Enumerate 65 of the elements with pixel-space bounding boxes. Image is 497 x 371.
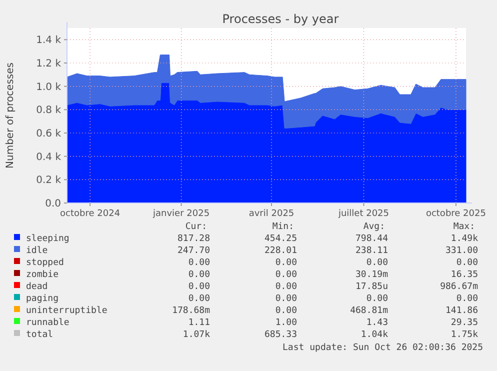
text: 247.70 xyxy=(177,246,210,256)
x-tick-label: juillet 2025 xyxy=(337,209,390,219)
text: 0.00 xyxy=(275,294,297,304)
text: 0.00 xyxy=(456,294,478,304)
legend-label: idle xyxy=(26,246,48,256)
text: 30.19m xyxy=(355,270,388,280)
y-tick-label: 0.2 k xyxy=(36,175,62,186)
legend-label: uninterruptible xyxy=(26,306,108,316)
legend-label: stopped xyxy=(26,258,64,268)
text: Min: xyxy=(272,222,294,232)
y-tick-label: 0.0 xyxy=(45,198,61,210)
legend-label: zombie xyxy=(26,270,59,280)
legend-label: dead xyxy=(26,282,48,292)
text: Max: xyxy=(453,222,475,232)
x-tick-label: janvier 2025 xyxy=(152,209,210,219)
y-tick-label: 0.6 k xyxy=(36,128,62,140)
y-tick-label: 1.2 k xyxy=(36,58,62,70)
x-tick-label: avril 2025 xyxy=(248,209,294,219)
text: 0.00 xyxy=(188,270,210,280)
y-tick-label: 0.8 k xyxy=(36,105,62,116)
y-axis-title: Number of processes xyxy=(5,62,16,168)
text: Cur: xyxy=(185,222,207,232)
text: 331.00 xyxy=(445,246,478,256)
text: 0.00 xyxy=(275,306,297,316)
legend-label: paging xyxy=(26,294,59,304)
text: 228.01 xyxy=(264,246,297,256)
legend-label: runnable xyxy=(26,318,70,328)
text: 0.00 xyxy=(456,258,478,268)
text: 1.04k xyxy=(360,330,389,340)
text: 141.86 xyxy=(445,306,478,316)
chart-title: Processes - by year xyxy=(222,12,339,26)
text: 1.07k xyxy=(182,330,211,340)
text: 0.00 xyxy=(366,258,388,268)
text: 0.00 xyxy=(275,282,297,292)
text: 16.35 xyxy=(450,270,478,280)
text: 178.68m xyxy=(172,306,210,316)
text: Avg: xyxy=(363,222,385,232)
x-tick-label: octobre 2025 xyxy=(426,209,486,219)
text: 0.00 xyxy=(188,282,210,292)
text: 17.85u xyxy=(355,282,388,292)
text: 1.75k xyxy=(450,330,479,340)
text: 0.00 xyxy=(188,294,210,304)
y-tick-label: 0.4 k xyxy=(36,152,62,163)
text: 0.00 xyxy=(275,270,297,280)
text: 0.00 xyxy=(188,258,210,268)
x-tick-label: octobre 2024 xyxy=(60,209,120,219)
legend-label: total xyxy=(26,330,54,340)
text: 454.25 xyxy=(264,234,297,244)
text: 1.49k xyxy=(450,234,479,244)
legend-label: sleeping xyxy=(26,234,70,244)
text: 238.11 xyxy=(355,246,388,256)
text: 798.44 xyxy=(355,234,388,244)
text: 685.33 xyxy=(264,330,297,340)
text: 1.43 xyxy=(366,318,388,328)
text: 468.81m xyxy=(350,306,388,316)
text: 817.28 xyxy=(177,234,210,244)
text: 29.35 xyxy=(450,318,478,328)
text: Last update: Sun Oct 26 02:00:36 2025 xyxy=(282,343,483,353)
y-tick-label: 1.0 k xyxy=(36,82,62,93)
text: 0.00 xyxy=(275,258,297,268)
y-tick-label: 1.4 k xyxy=(36,35,62,46)
text: 1.11 xyxy=(188,318,210,328)
text: 0.00 xyxy=(366,294,388,304)
text: 986.67m xyxy=(440,282,478,292)
text: 1.00 xyxy=(275,318,297,328)
